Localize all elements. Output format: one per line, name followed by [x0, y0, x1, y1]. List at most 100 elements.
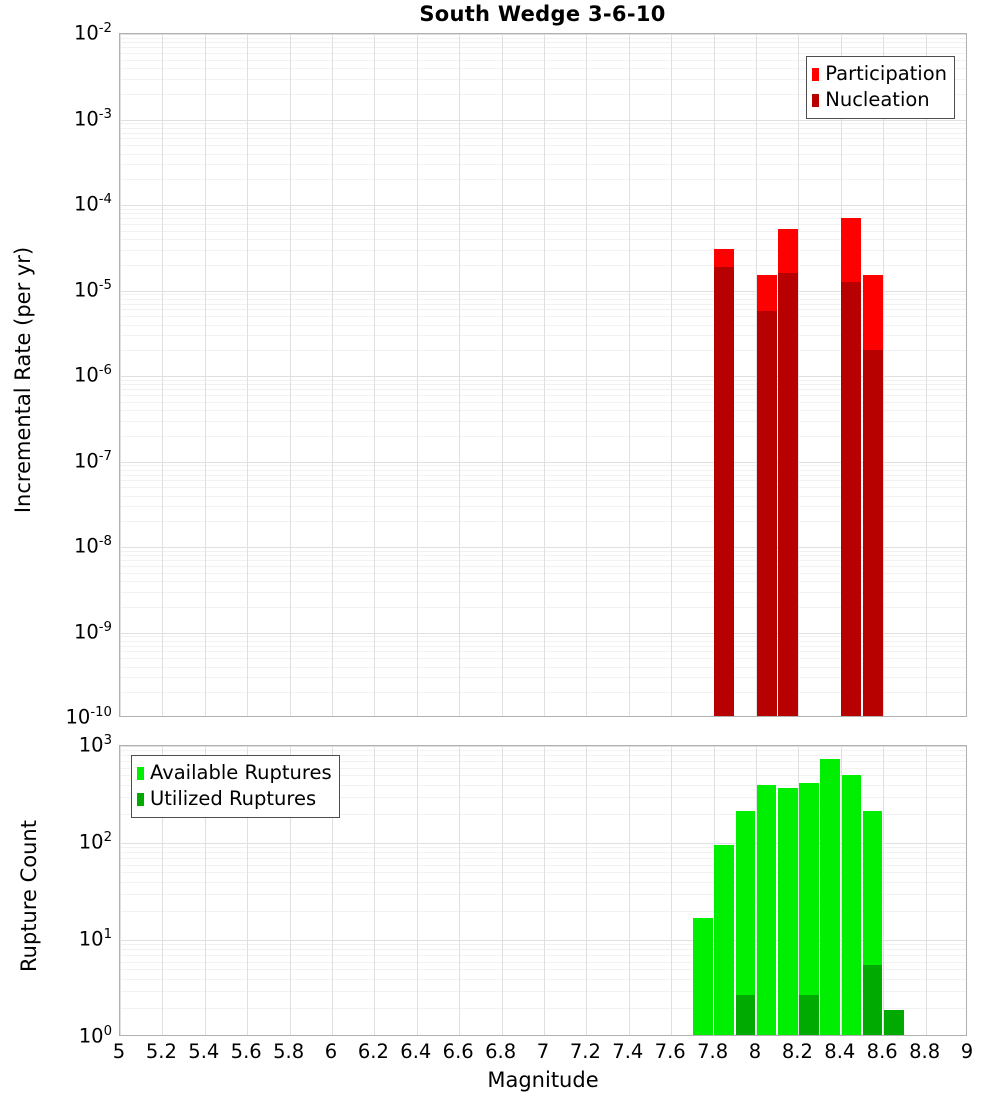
y-axis-label-bottom: Rupture Count	[17, 820, 41, 972]
y-tick-label: 10-4	[73, 192, 112, 216]
gridline-vertical	[544, 34, 545, 716]
y-axis-label-top: Incremental Rate (per yr)	[11, 246, 35, 514]
gridline-major	[120, 205, 966, 206]
x-tick-label: 8	[748, 1040, 762, 1063]
gridline-vertical	[883, 746, 884, 1035]
x-tick-label: 7.2	[569, 1040, 601, 1063]
x-tick-label: 6	[324, 1040, 338, 1063]
nucleation-swatch-icon	[812, 93, 820, 107]
gridline-vertical	[926, 34, 927, 716]
gridline-minor	[120, 750, 966, 751]
gridline-vertical	[332, 746, 333, 1035]
gridline-vertical	[459, 746, 460, 1035]
x-axis-label: Magnitude	[487, 1068, 599, 1092]
bar-nucleation	[714, 266, 735, 716]
x-tick-label: 7.4	[612, 1040, 644, 1063]
y-tick-label: 102	[78, 830, 112, 854]
bar-utilized	[862, 965, 883, 1035]
gridline-vertical	[544, 746, 545, 1035]
gridline-minor	[120, 218, 966, 219]
legend-incremental-rate[interactable]: Participation Nucleation	[806, 56, 955, 119]
legend-item-nucleation[interactable]: Nucleation	[812, 87, 947, 113]
gridline-vertical	[883, 34, 884, 716]
x-tick-label: 8.4	[824, 1040, 856, 1063]
gridline-minor	[120, 410, 966, 411]
rupture-count-plot-area: Available Ruptures Utilized Ruptures	[119, 745, 967, 1036]
gridline-minor	[120, 496, 966, 497]
gridline-minor	[120, 581, 966, 582]
gridline-minor	[120, 304, 966, 305]
gridline-minor	[120, 677, 966, 678]
gridline-vertical	[417, 34, 418, 716]
gridline-major	[120, 940, 966, 941]
legend-item-available-ruptures[interactable]: Available Ruptures	[137, 760, 332, 786]
gridline-minor	[120, 607, 966, 608]
x-tick-label: 5	[112, 1040, 126, 1063]
y-tick-label: 10-5	[73, 277, 112, 301]
gridline-minor	[120, 775, 966, 776]
gridline-minor	[120, 42, 966, 43]
bar-utilized	[884, 1010, 904, 1035]
bar-available	[756, 784, 777, 1035]
gridline-minor	[120, 138, 966, 139]
gridline-vertical	[290, 746, 291, 1035]
gridline-minor	[120, 894, 966, 895]
x-tick-label: 8.2	[781, 1040, 813, 1063]
gridline-minor	[120, 852, 966, 853]
legend-rupture-count[interactable]: Available Ruptures Utilized Ruptures	[131, 755, 340, 818]
y-tick-label: 10-10	[65, 705, 112, 729]
gridline-vertical	[374, 34, 375, 716]
figure-title: South Wedge 3-6-10	[419, 2, 666, 26]
gridline-vertical	[798, 746, 799, 1035]
gridline-minor	[120, 128, 966, 129]
gridline-minor	[120, 294, 966, 295]
gridline-minor	[120, 551, 966, 552]
bar-nucleation	[841, 282, 862, 716]
y-tick-label: 103	[78, 733, 112, 757]
gridline-vertical	[841, 746, 842, 1035]
available-ruptures-swatch-icon	[137, 766, 144, 780]
gridline-minor	[120, 911, 966, 912]
gridline-minor	[120, 145, 966, 146]
gridline-minor	[120, 636, 966, 637]
gridline-minor	[120, 761, 966, 762]
gridline-minor	[120, 882, 966, 883]
gridline-minor	[120, 555, 966, 556]
gridline-minor	[120, 350, 966, 351]
gridline-minor	[120, 470, 966, 471]
gridline-major	[120, 633, 966, 634]
gridline-major	[120, 462, 966, 463]
gridline-major	[120, 291, 966, 292]
gridline-vertical	[756, 746, 757, 1035]
gridline-vertical	[459, 34, 460, 716]
gridline-minor	[120, 872, 966, 873]
gridline-vertical	[798, 34, 799, 716]
gridline-minor	[120, 53, 966, 54]
legend-item-participation[interactable]: Participation	[812, 61, 947, 87]
x-tick-label: 8.6	[866, 1040, 898, 1063]
x-tick-label: 6.8	[485, 1040, 517, 1063]
gridline-minor	[120, 755, 966, 756]
legend-item-utilized-ruptures[interactable]: Utilized Ruptures	[137, 786, 332, 812]
x-tick-label: 7.8	[697, 1040, 729, 1063]
x-tick-label: 7.6	[654, 1040, 686, 1063]
gridline-vertical	[290, 34, 291, 716]
gridline-minor	[120, 384, 966, 385]
utilized-ruptures-swatch-icon	[137, 792, 144, 806]
legend-label-available-ruptures: Available Ruptures	[150, 761, 332, 785]
gridline-vertical	[120, 34, 121, 716]
gridline-minor	[120, 179, 966, 180]
gridline-vertical	[629, 746, 630, 1035]
gridline-minor	[120, 560, 966, 561]
gridline-minor	[120, 309, 966, 310]
x-tick-label: 8.8	[909, 1040, 941, 1063]
gridline-minor	[120, 651, 966, 652]
gridline-minor	[120, 213, 966, 214]
bar-available	[778, 787, 798, 1035]
gridline-minor	[120, 436, 966, 437]
gridline-minor	[120, 154, 966, 155]
gridline-minor	[120, 979, 966, 980]
x-tick-label: 5.4	[188, 1040, 220, 1063]
gridline-vertical	[374, 746, 375, 1035]
